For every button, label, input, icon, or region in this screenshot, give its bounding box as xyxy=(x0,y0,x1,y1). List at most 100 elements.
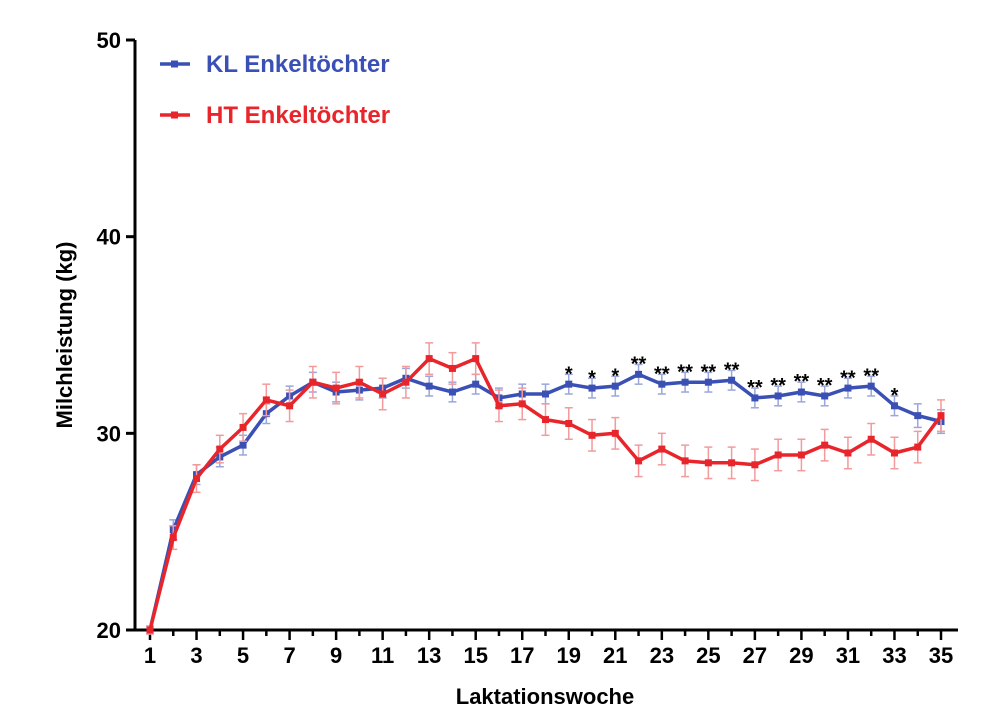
data-point xyxy=(448,364,456,372)
x-tick-label: 33 xyxy=(882,643,906,668)
data-point xyxy=(751,461,759,469)
data-point xyxy=(704,459,712,467)
x-tick-label: 29 xyxy=(789,643,813,668)
data-point xyxy=(565,420,573,427)
data-point xyxy=(588,384,596,392)
legend: KL Enkeltöchter HT Enkeltöchter xyxy=(160,51,390,129)
data-point xyxy=(216,445,224,453)
y-tick-label: 30 xyxy=(97,421,121,446)
data-point xyxy=(472,380,480,388)
annotation-layer: * * *** ** ** ** **** ** ** ** ** *** xyxy=(565,354,899,407)
significance-marker: * xyxy=(565,363,573,385)
data-point xyxy=(425,382,433,390)
data-point xyxy=(146,626,154,634)
legend-swatch-marker xyxy=(171,60,178,68)
data-point xyxy=(542,416,549,424)
legend-label: HT Enkeltöchter xyxy=(206,102,390,129)
data-point xyxy=(448,388,456,396)
data-point xyxy=(844,449,852,457)
x-tick-label: 15 xyxy=(463,643,487,668)
x-axis-title: Laktationswoche xyxy=(456,684,634,709)
series-2 xyxy=(146,342,945,635)
data-point xyxy=(635,370,643,378)
y-tick-label: 50 xyxy=(97,28,121,53)
data-point xyxy=(658,380,666,388)
data-point xyxy=(937,412,945,420)
legend-item-1: KL Enkeltöchter xyxy=(160,51,390,78)
x-tick-label: 31 xyxy=(836,643,860,668)
data-point xyxy=(472,355,480,363)
significance-marker: * xyxy=(891,385,899,407)
data-point xyxy=(728,459,736,467)
significance-marker: * xyxy=(588,367,596,389)
x-tick-label: 9 xyxy=(330,643,342,668)
significance-marker: ** xyxy=(794,371,810,393)
x-tick-label: 11 xyxy=(371,643,394,668)
data-point xyxy=(867,435,875,443)
data-point xyxy=(239,441,247,449)
data-point xyxy=(704,378,712,386)
data-point xyxy=(890,449,898,457)
legend-swatch-marker xyxy=(171,111,178,119)
data-point xyxy=(751,394,759,402)
data-point xyxy=(797,451,805,459)
x-tick-label: 13 xyxy=(417,643,441,668)
y-tick-label: 20 xyxy=(97,618,121,643)
data-point xyxy=(658,445,666,453)
significance-marker: ** xyxy=(724,359,740,381)
data-point xyxy=(821,441,829,449)
x-tick-label: 25 xyxy=(696,643,720,668)
series-layer xyxy=(146,342,945,635)
x-tick-label: 21 xyxy=(603,643,627,668)
significance-marker: ** xyxy=(863,365,879,387)
data-point xyxy=(262,396,270,404)
significance-marker: ** xyxy=(654,363,670,385)
legend-label: KL Enkeltöchter xyxy=(206,51,390,78)
data-point xyxy=(821,392,829,400)
data-point xyxy=(565,380,573,388)
data-point xyxy=(914,443,922,451)
data-point xyxy=(309,378,317,386)
data-point xyxy=(588,431,596,439)
x-tick-label: 3 xyxy=(190,643,202,668)
data-point xyxy=(635,457,643,465)
data-point xyxy=(169,534,177,542)
x-tick-label: 1 xyxy=(144,643,156,668)
data-point xyxy=(542,390,549,398)
x-tick-label: 5 xyxy=(237,643,249,668)
data-point xyxy=(867,382,875,390)
x-tick-label: 23 xyxy=(650,643,674,668)
legend-item-2: HT Enkeltöchter xyxy=(160,102,390,129)
significance-marker: ** xyxy=(840,367,856,389)
data-point xyxy=(774,451,782,459)
data-point xyxy=(797,388,805,396)
significance-marker: ** xyxy=(747,377,763,399)
data-point xyxy=(239,423,247,431)
data-point xyxy=(914,412,922,420)
y-axis-title: Milchleistung (kg) xyxy=(52,242,77,429)
data-point xyxy=(611,429,619,437)
data-point xyxy=(379,390,387,398)
significance-marker: ** xyxy=(817,375,833,397)
data-point xyxy=(355,378,363,386)
significance-marker: ** xyxy=(770,375,786,397)
data-point xyxy=(518,400,526,408)
data-point xyxy=(402,378,410,386)
data-point xyxy=(890,402,898,410)
data-point xyxy=(425,355,433,363)
data-point xyxy=(495,402,503,410)
x-tick-label: 7 xyxy=(283,643,295,668)
significance-marker: ** xyxy=(631,354,647,376)
data-point xyxy=(332,384,340,392)
significance-marker: ** xyxy=(677,361,693,383)
y-tick-label: 40 xyxy=(97,225,121,250)
significance-marker: ** xyxy=(701,361,717,383)
data-point xyxy=(681,378,689,386)
x-tick-label: 19 xyxy=(557,643,581,668)
data-point xyxy=(286,402,294,410)
x-tick-label: 17 xyxy=(510,643,534,668)
data-point xyxy=(681,457,689,465)
data-point xyxy=(611,382,619,390)
